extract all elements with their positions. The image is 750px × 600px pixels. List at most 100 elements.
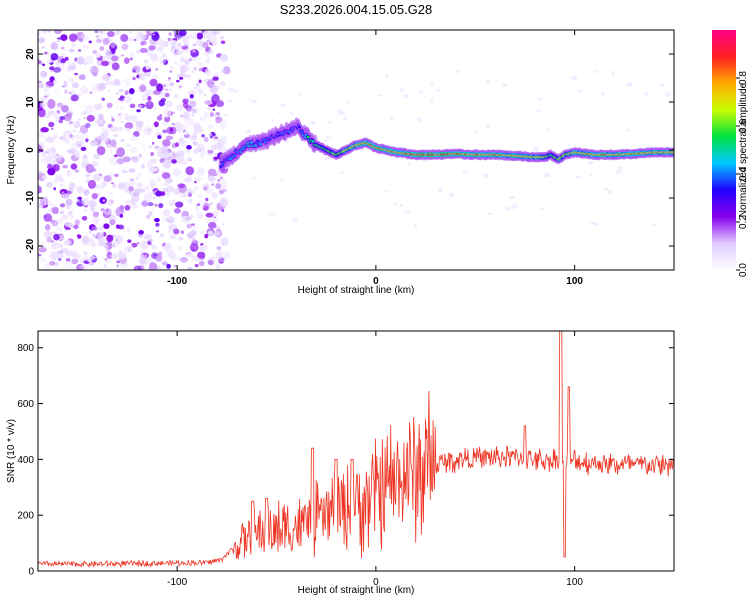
figure-title: S233.2026.004.15.05.G28 <box>280 2 433 17</box>
snr-panel: -100 0 100 0 200 400 600 800 Height of straight… <box>6 330 675 596</box>
noise-blob <box>106 144 112 149</box>
noise-blob <box>129 52 136 59</box>
noise-blob <box>147 240 151 245</box>
noise-blob <box>178 85 183 89</box>
noise-blob <box>61 191 64 194</box>
noise-blob <box>160 191 166 196</box>
noise-blob <box>77 73 87 81</box>
noise-blob <box>664 92 671 97</box>
noise-blob <box>148 145 153 149</box>
ridge-core <box>300 130 304 134</box>
noise-blob <box>83 117 86 119</box>
noise-blob <box>91 82 100 93</box>
noise-blob <box>123 57 130 64</box>
noise-blob <box>162 59 168 65</box>
snr-ticks: -100 0 100 0 200 400 600 800 <box>17 331 674 588</box>
noise-blob <box>78 130 81 133</box>
noise-blob <box>184 73 191 79</box>
noise-blob <box>575 175 581 180</box>
noise-blob <box>61 105 69 113</box>
snr-series-line <box>38 331 674 569</box>
noise-blob <box>135 176 139 180</box>
noise-blob <box>71 251 79 259</box>
noise-blob <box>193 148 199 154</box>
noise-blob <box>90 65 99 76</box>
noise-blob <box>98 34 104 41</box>
noise-blob <box>38 59 41 65</box>
noise-blob <box>165 135 174 141</box>
noise-blob <box>144 259 149 263</box>
noise-blob <box>210 216 219 223</box>
noise-blob <box>103 264 108 268</box>
noise-blob <box>84 62 87 66</box>
noise-blob <box>94 256 98 259</box>
noise-blob <box>144 254 148 258</box>
noise-blob <box>148 128 152 131</box>
noise-blob <box>66 110 74 115</box>
noise-blob <box>119 214 124 218</box>
noise-blob <box>98 119 107 126</box>
noise-blob <box>80 146 87 152</box>
noise-blob <box>118 88 124 93</box>
noise-blob <box>162 210 172 216</box>
noise-blob <box>197 212 204 219</box>
noise-blob <box>92 233 97 238</box>
noise-blob <box>73 133 82 140</box>
noise-blob <box>191 223 195 226</box>
noise-blob <box>211 192 218 199</box>
noise-blob <box>58 177 63 181</box>
noise-blob <box>112 183 117 188</box>
noise-blob <box>59 210 65 215</box>
noise-blob <box>152 196 156 199</box>
noise-blob <box>124 95 132 104</box>
noise-blob <box>176 62 181 67</box>
noise-blob <box>196 32 204 40</box>
noise-blob <box>170 234 176 240</box>
noise-blob <box>418 90 424 94</box>
noise-blob <box>147 100 152 106</box>
noise-blob <box>326 121 333 124</box>
noise-blob <box>133 265 142 270</box>
noise-blob <box>154 107 157 110</box>
noise-blob <box>135 49 141 54</box>
noise-blob <box>156 177 161 182</box>
noise-blob <box>105 50 113 56</box>
noise-blob <box>140 240 149 250</box>
noise-blob <box>181 160 188 165</box>
noise-blob <box>221 209 225 213</box>
noise-blob <box>58 258 62 262</box>
noise-blob <box>148 179 157 187</box>
noise-blob <box>215 235 219 239</box>
noise-blob <box>448 192 455 198</box>
noise-blob <box>126 227 131 230</box>
noise-blob <box>53 30 63 35</box>
noise-blob <box>186 116 191 120</box>
noise-blob <box>212 31 217 35</box>
noise-blob <box>182 130 188 136</box>
noise-blob <box>161 95 166 98</box>
noise-blob <box>171 122 175 126</box>
noise-blob <box>148 165 156 174</box>
noise-blob <box>185 35 190 39</box>
noise-blob <box>124 122 134 130</box>
noise-blob <box>250 99 258 104</box>
noise-blob <box>643 91 650 96</box>
spectrogram-x-tick-label: 100 <box>566 276 583 287</box>
noise-blob <box>206 79 215 88</box>
noise-blob <box>120 106 125 110</box>
noise-blob <box>120 139 125 142</box>
noise-blob <box>148 262 158 270</box>
noise-blob <box>486 79 491 85</box>
noise-blob <box>192 249 195 252</box>
noise-blob <box>103 208 112 216</box>
noise-blob <box>185 166 195 176</box>
noise-blob <box>58 119 64 124</box>
noise-blob <box>43 263 51 270</box>
noise-blob <box>136 182 143 188</box>
noise-blob <box>158 203 164 209</box>
noise-blob <box>38 32 41 36</box>
noise-blob <box>155 190 163 197</box>
noise-blob <box>104 82 110 86</box>
noise-blob <box>167 37 172 42</box>
noise-blob <box>113 146 118 149</box>
